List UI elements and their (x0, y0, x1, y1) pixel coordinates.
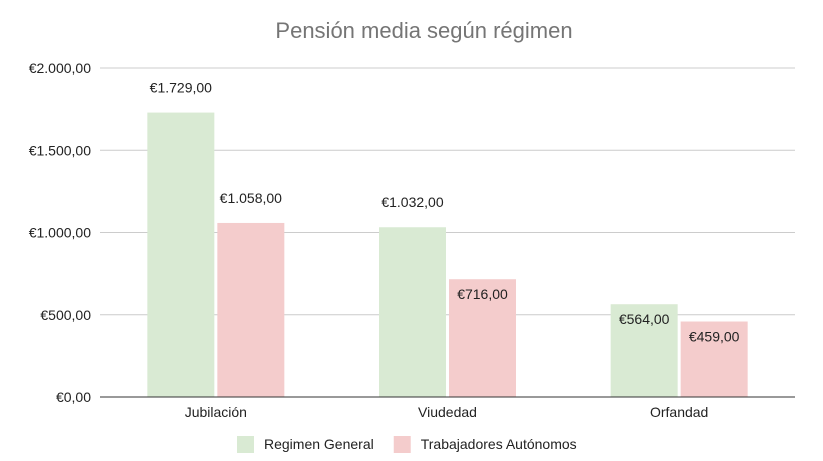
bar (449, 279, 516, 397)
data-label: €716,00 (457, 286, 508, 302)
data-label: €1.729,00 (150, 80, 212, 96)
x-tick-label: Viudedad (418, 404, 477, 420)
bar (147, 112, 215, 397)
y-tick-label: €0,00 (56, 389, 91, 405)
data-label: €1.032,00 (381, 194, 443, 210)
y-axis-ticks: €0,00 €500,00 €1.000,00 €1.500,00 €2.000,00 (29, 60, 92, 405)
legend-label: Regimen General (264, 436, 374, 452)
legend-swatch (393, 436, 411, 453)
grid (100, 67, 795, 316)
bar (610, 304, 678, 397)
legend: Regimen General Trabajadores Autónomos (237, 436, 577, 453)
x-axis-ticks: Jubilación Viudedad Orfandad (185, 404, 709, 420)
bar (217, 222, 285, 397)
x-tick-label: Orfandad (650, 404, 708, 420)
y-tick-label: €500,00 (40, 307, 91, 323)
data-label: €459,00 (689, 328, 740, 344)
data-label: €564,00 (619, 311, 670, 327)
x-tick-label: Jubilación (185, 404, 247, 420)
data-label: €1.058,00 (220, 190, 282, 206)
y-tick-label: €1.000,00 (29, 225, 91, 241)
bar (379, 227, 446, 397)
bars (147, 112, 748, 397)
bar (680, 321, 748, 397)
y-tick-label: €1.500,00 (29, 142, 91, 158)
data-labels: €1.729,00 €1.058,00 €1.032,00 €716,00 €564,0… (150, 80, 740, 345)
chart-title: Pensión media según régimen (275, 18, 572, 43)
legend-label: Trabajadores Autónomos (421, 436, 577, 452)
y-tick-label: €2.000,00 (29, 60, 91, 76)
legend-swatch (237, 436, 254, 453)
